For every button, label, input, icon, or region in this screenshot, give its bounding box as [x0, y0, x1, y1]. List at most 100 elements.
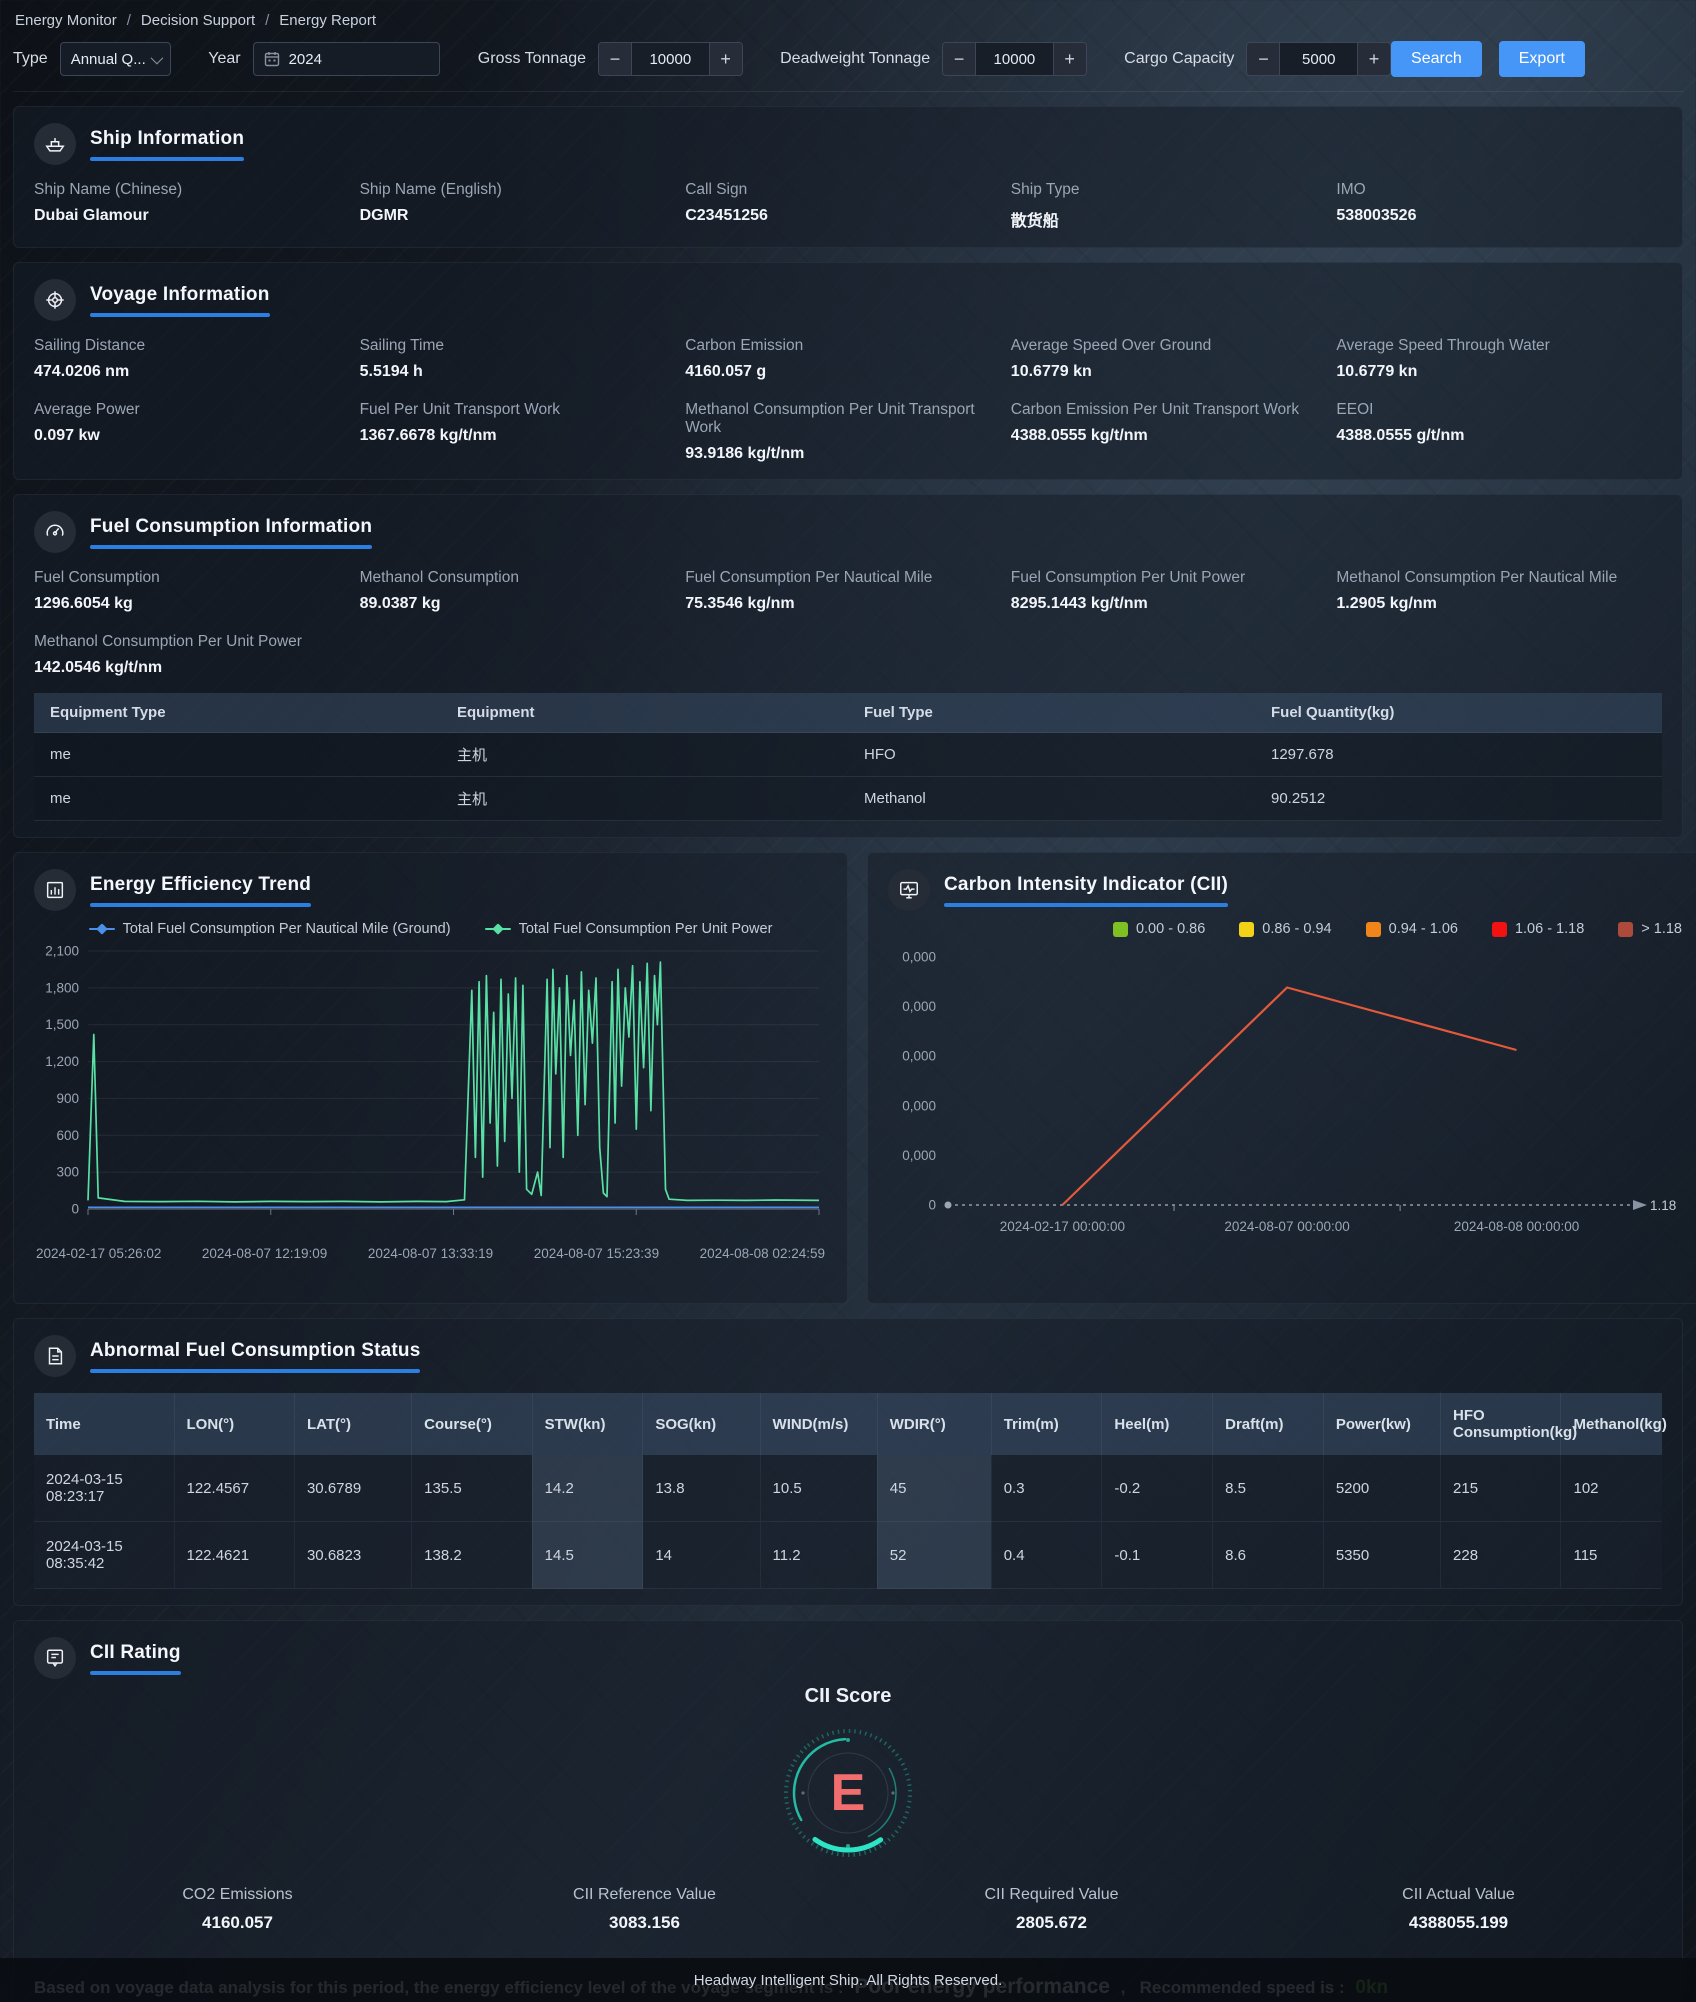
- cell: 30.6823: [293, 1521, 412, 1589]
- legend-item[interactable]: Total Fuel Consumption Per Nautical Mile…: [88, 921, 451, 937]
- title-underline: [90, 312, 270, 317]
- legend-color-swatch: [1239, 921, 1255, 937]
- gross-tonnage-increase-button[interactable]: +: [709, 43, 742, 75]
- helm-icon: [34, 279, 76, 321]
- field-value: 1.2905 kg/nm: [1336, 595, 1437, 612]
- field-label: Ship Type: [1010, 181, 1080, 198]
- field-label: Average Speed Over Ground: [1010, 337, 1212, 354]
- cii-chart-title: Carbon Intensity Indicator (CII): [944, 873, 1229, 895]
- svg-text:0,000: 0,000: [902, 1098, 936, 1113]
- cell: 1297.678: [1255, 732, 1662, 777]
- search-button[interactable]: Search: [1391, 41, 1482, 77]
- field-value: 散货船: [1010, 213, 1059, 230]
- field-value: 0.097 kw: [34, 427, 100, 444]
- x-axis-label: 2024-02-17 05:26:02: [36, 1246, 162, 1261]
- cell: 0.4: [990, 1521, 1102, 1589]
- field-label: Fuel Consumption Per Nautical Mile: [685, 569, 933, 586]
- ship-icon: [34, 123, 76, 165]
- legend-item[interactable]: > 1.18: [1618, 921, 1682, 937]
- field-label: EEOI: [1336, 401, 1374, 418]
- legend-label: 1.06 - 1.18: [1514, 921, 1585, 937]
- gross-tonnage-stepper: − 10000 +: [598, 42, 743, 76]
- field-value: DGMR: [359, 207, 409, 224]
- voyage-information-card: Voyage Information Sailing Distance 474.0…: [13, 262, 1683, 480]
- cell: 11.2: [759, 1521, 878, 1589]
- energy-efficiency-trend-title: Energy Efficiency Trend: [90, 873, 312, 895]
- title-underline: [90, 544, 373, 549]
- field-label: Fuel Per Unit Transport Work: [359, 401, 561, 418]
- energy-chart-x-labels: 2024-02-17 05:26:02 2024-08-07 12:19:09 20…: [34, 1246, 827, 1261]
- column-header: SOG(kn): [642, 1393, 761, 1455]
- legend-item[interactable]: 0.94 - 1.06: [1365, 921, 1458, 937]
- breadcrumb-separator: /: [265, 12, 270, 29]
- field-value: 89.0387 kg: [359, 595, 441, 612]
- table-row: 2024-03-15 08:23:17 122.4567 30.6789 135…: [34, 1455, 1662, 1522]
- column-header: Equipment Type: [34, 693, 441, 733]
- calendar-icon: [264, 52, 279, 67]
- field-label: Methanol Consumption Per Unit Power: [34, 633, 302, 650]
- svg-text:1,500: 1,500: [45, 1017, 79, 1032]
- column-header: Equipment: [441, 693, 848, 733]
- cell: 主机: [441, 776, 848, 821]
- cii-chart-card: Carbon Intensity Indicator (CII) 0.00 - …: [867, 852, 1696, 1304]
- legend-label: Total Fuel Consumption Per Unit Power: [518, 921, 773, 937]
- title-underline: [90, 156, 245, 161]
- column-header: Fuel Quantity(kg): [1255, 693, 1662, 733]
- cell: 2024-03-15 08:23:17: [34, 1455, 174, 1522]
- svg-text:2,100: 2,100: [45, 944, 79, 959]
- cell: 135.5: [411, 1455, 533, 1522]
- svg-text:0: 0: [928, 1198, 936, 1213]
- type-select[interactable]: Annual Q...: [59, 42, 171, 76]
- gross-tonnage-value[interactable]: 10000: [631, 43, 710, 75]
- deadweight-tonnage-value[interactable]: 10000: [975, 43, 1054, 75]
- cell: 115: [1560, 1521, 1662, 1589]
- title-underline: [90, 902, 312, 907]
- export-button[interactable]: Export: [1498, 41, 1585, 77]
- cell: 14.5: [531, 1521, 643, 1589]
- cargo-capacity-value[interactable]: 5000: [1279, 43, 1358, 75]
- cargo-capacity-decrease-button[interactable]: −: [1247, 43, 1280, 75]
- legend-label: 0.94 - 1.06: [1388, 921, 1458, 937]
- field-label: Average Speed Through Water: [1336, 337, 1550, 354]
- field-value: Dubai Glamour: [34, 207, 149, 224]
- field-label: Average Power: [34, 401, 140, 418]
- field-value: 93.9186 kg/t/nm: [685, 445, 805, 462]
- legend-item[interactable]: Total Fuel Consumption Per Unit Power: [484, 921, 773, 937]
- column-header: STW(kn): [531, 1393, 643, 1455]
- legend-color-swatch: [1112, 921, 1128, 937]
- legend-marker: [484, 923, 511, 935]
- cell: 2024-03-15 08:35:42: [34, 1521, 174, 1589]
- field-value: 4388.0555 g/t/nm: [1336, 427, 1465, 444]
- field-value: 142.0546 kg/t/nm: [34, 659, 163, 676]
- column-header: WDIR(°): [876, 1393, 992, 1455]
- column-header: Draft(m): [1212, 1393, 1324, 1455]
- legend-item[interactable]: 0.86 - 0.94: [1239, 921, 1332, 937]
- svg-text:2024-08-08 00:00:00: 2024-08-08 00:00:00: [1454, 1219, 1579, 1234]
- cii-score-gauge: E: [773, 1718, 923, 1868]
- legend-item[interactable]: 1.06 - 1.18: [1491, 921, 1585, 937]
- gross-tonnage-decrease-button[interactable]: −: [599, 43, 632, 75]
- cell: 主机: [441, 732, 848, 777]
- breadcrumb-energy-monitor[interactable]: Energy Monitor: [15, 12, 117, 29]
- svg-text:0,000: 0,000: [902, 1148, 936, 1163]
- cell: 8.6: [1212, 1521, 1324, 1589]
- cell: 5200: [1322, 1455, 1441, 1522]
- year-input[interactable]: 2024: [252, 42, 441, 76]
- abnormal-table: Time LON(°) LAT(°) Course(°) STW(kn) SOG…: [34, 1393, 1667, 1589]
- breadcrumb-energy-report[interactable]: Energy Report: [279, 12, 377, 29]
- cell: me: [34, 776, 441, 821]
- fuel-consumption-title: Fuel Consumption Information: [90, 515, 373, 537]
- cell: 0.3: [990, 1455, 1102, 1522]
- field-label: Carbon Emission Per Unit Transport Work: [1010, 401, 1300, 418]
- legend-item[interactable]: 0.00 - 0.86: [1112, 921, 1205, 937]
- cell: -0.1: [1101, 1521, 1213, 1589]
- svg-text:1.18: 1.18: [1650, 1198, 1676, 1213]
- deadweight-tonnage-increase-button[interactable]: +: [1053, 43, 1086, 75]
- gauge-icon: [34, 511, 76, 553]
- cargo-capacity-increase-button[interactable]: +: [1358, 43, 1391, 75]
- cell: 14: [642, 1521, 761, 1589]
- deadweight-tonnage-decrease-button[interactable]: −: [943, 43, 976, 75]
- breadcrumb-decision-support[interactable]: Decision Support: [140, 12, 256, 29]
- cell: 122.4621: [173, 1521, 295, 1589]
- breadcrumb: Energy Monitor / Decision Support / Ener…: [13, 6, 1683, 29]
